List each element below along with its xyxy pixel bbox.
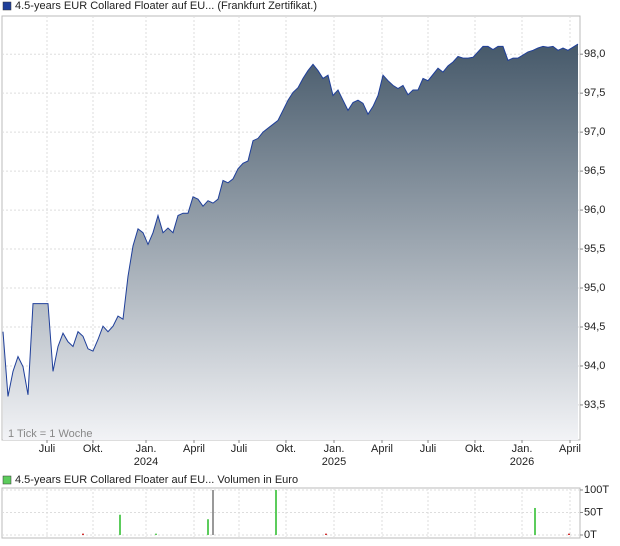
volume-bar xyxy=(82,533,84,535)
x-tick-year: 2025 xyxy=(322,456,346,468)
y-tick-label: 98,0 xyxy=(584,48,605,60)
volume-bar xyxy=(568,533,570,535)
x-tick-year: 2026 xyxy=(510,456,534,468)
y-tick-label: 97,0 xyxy=(584,126,605,138)
y-tick-label: 94,0 xyxy=(584,360,605,372)
x-tick-label: Juli xyxy=(231,443,248,455)
x-tick-label: Okt. xyxy=(465,443,485,455)
legend-swatch xyxy=(2,1,12,11)
y-tick-label: 97,5 xyxy=(584,87,605,99)
x-tick-label: Jan. xyxy=(324,443,345,455)
y-tick-label: 95,0 xyxy=(584,282,605,294)
y-tick-label: 50T xyxy=(584,506,603,518)
volume-bar xyxy=(275,489,277,535)
volume-bar xyxy=(325,533,327,535)
area-fill xyxy=(3,44,578,440)
legend-swatch xyxy=(2,475,12,485)
x-tick-label: April xyxy=(559,443,581,455)
y-tick-label: 0T xyxy=(584,529,597,541)
x-tick-year: 2024 xyxy=(134,456,158,468)
note: 1 Tick = 1 Woche xyxy=(8,428,92,440)
y-tick-label: 93,5 xyxy=(584,399,605,411)
volume-bar xyxy=(207,519,209,535)
y-tick-label: 100T xyxy=(584,484,609,496)
volume-bar xyxy=(119,514,121,535)
y-tick-label: 96,5 xyxy=(584,165,605,177)
x-tick-label: Jan. xyxy=(136,443,157,455)
y-tick-label: 96,0 xyxy=(584,204,605,216)
x-tick-label: April xyxy=(183,443,205,455)
x-tick-label: April xyxy=(371,443,393,455)
x-tick-label: Jan. xyxy=(512,443,533,455)
volume-bar xyxy=(155,533,157,535)
price-line xyxy=(2,43,579,397)
legend-label: 4.5-years EUR Collared Floater auf EU...… xyxy=(15,0,317,12)
plot-area xyxy=(1,487,581,539)
volume-bar xyxy=(212,489,214,535)
x-tick-label: Juli xyxy=(420,443,437,455)
y-tick-label: 95,5 xyxy=(584,243,605,255)
x-tick-label: Juli xyxy=(39,443,56,455)
x-tick-label: Okt. xyxy=(276,443,296,455)
y-tick-label: 94,5 xyxy=(584,321,605,333)
volume-bar xyxy=(534,507,536,535)
x-tick-label: Okt. xyxy=(83,443,103,455)
legend-label: 4.5-years EUR Collared Floater auf EU...… xyxy=(15,474,298,486)
